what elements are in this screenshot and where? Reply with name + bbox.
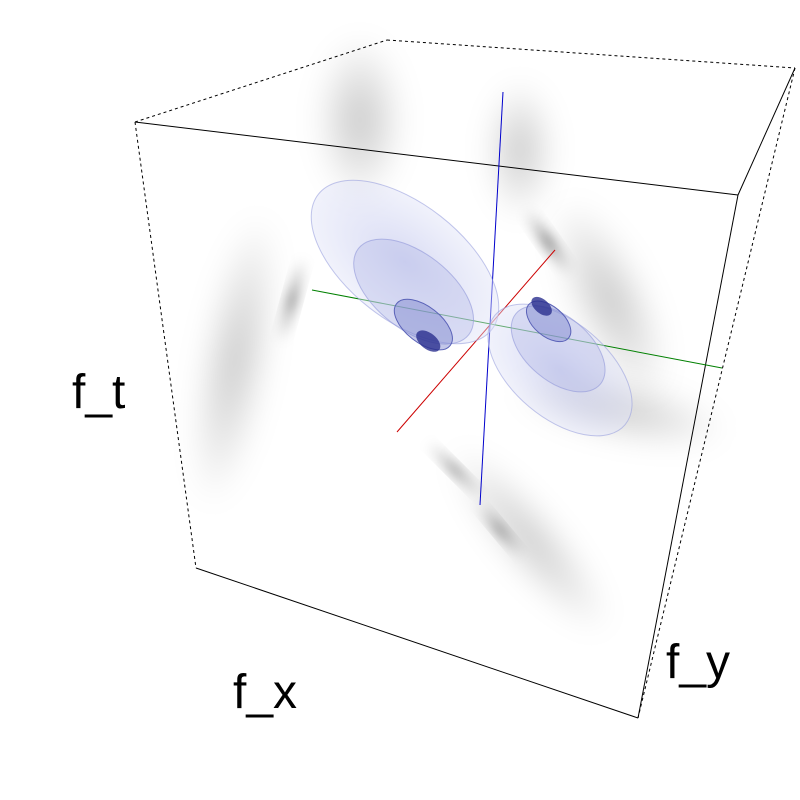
box-edge-back-top-right [386,39,796,69]
lobe-inner-shell [393,298,453,351]
bottom-shadow-upper [426,441,484,499]
bounding-box-back-edges [134,39,796,719]
box-edge-top-right [737,67,796,196]
axis-label-y: f_y [666,636,730,689]
lower-right-lobe [487,296,633,437]
box-edge-right-vertical [637,194,739,719]
upper-left-lobe [310,179,500,352]
box-edge-back-top [134,39,388,123]
top-face-haze-right [485,80,555,220]
top-face-haze [315,35,405,205]
sharp-shadows [278,208,572,558]
face-projections [191,35,728,634]
lobe-outer-shell [487,303,633,437]
lobe-middle-shell [353,238,475,345]
axis-label-t: f_t [72,366,125,419]
lobe-middle-shell [510,305,606,393]
top-right-shadow [524,208,572,276]
left-face-haze [191,212,279,508]
bottom-shadow-lower [477,502,523,558]
right-face-haze [551,198,669,402]
spectral-lobes [310,179,633,437]
bottom-face-haze [449,446,611,634]
lobe-core [416,330,441,352]
bounding-box-front-edges [134,67,796,719]
lobe-core [531,296,552,316]
left-shadow [278,256,306,344]
box-edge-back-left [134,121,197,569]
axis-label-x: f_x [233,666,297,719]
box-edge-bottom-front [195,567,639,719]
box-edge-top-front [134,121,739,196]
